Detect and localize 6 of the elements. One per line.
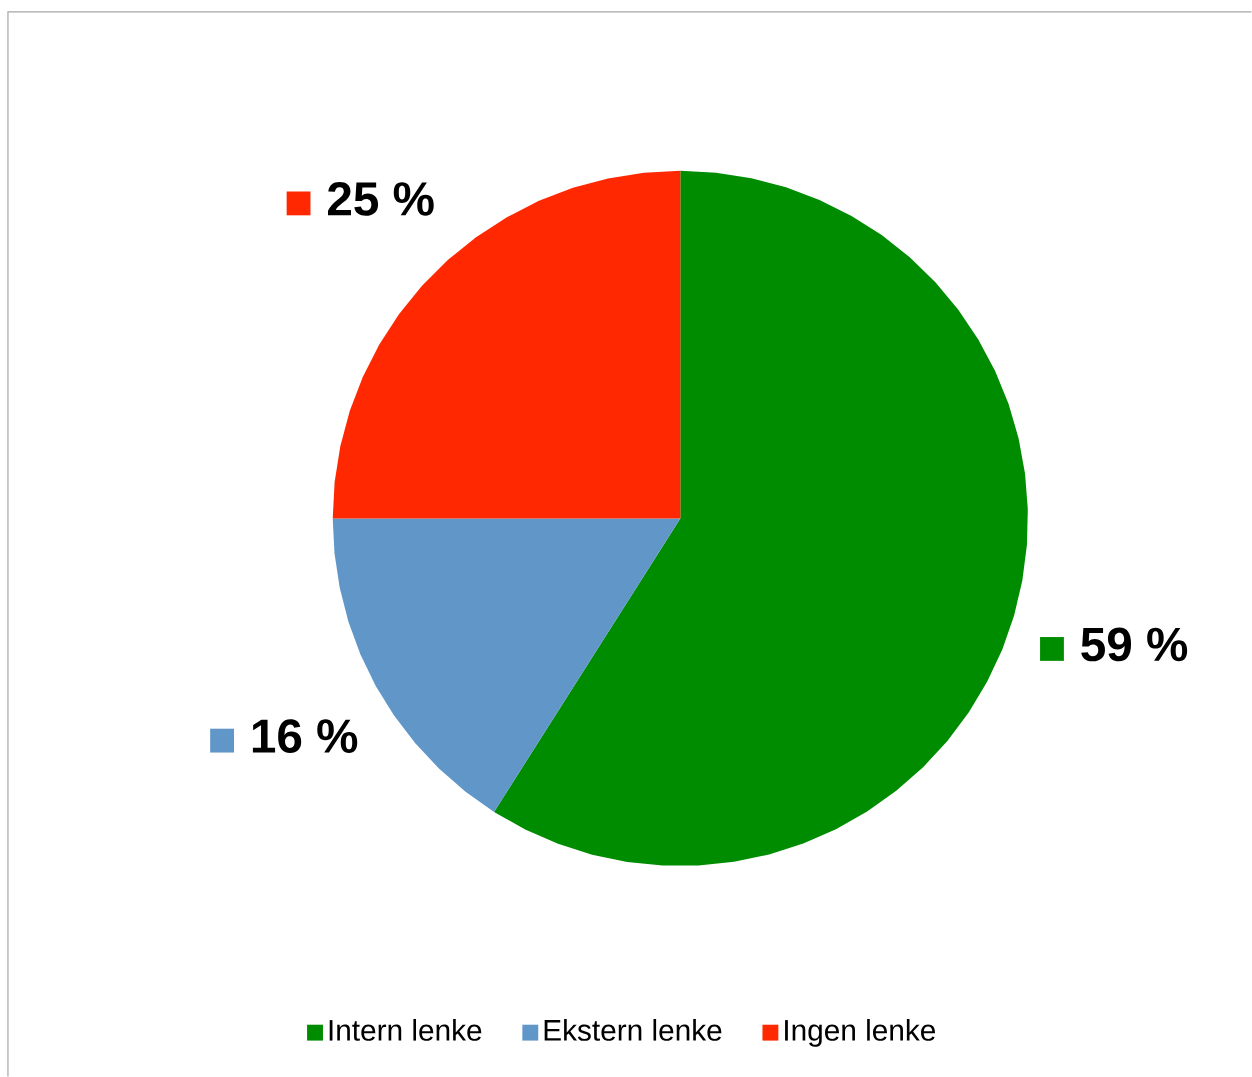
legend-label: Ingen lenke: [785, 1018, 936, 1047]
data-label: 59 %: [1081, 627, 1188, 662]
legend-label: Intern lenke: [329, 1018, 482, 1041]
data-label: 16 %: [252, 719, 358, 753]
data-label: 25 %: [328, 181, 434, 216]
legend-label: Ekstern lenke: [544, 1018, 722, 1041]
